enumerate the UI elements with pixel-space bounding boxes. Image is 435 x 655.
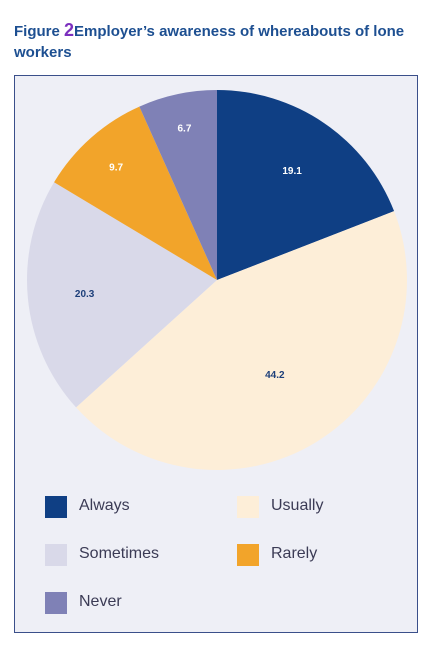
figure-number: 2 [64, 20, 75, 40]
legend-swatch-never [45, 592, 67, 614]
legend-swatch-usually [237, 496, 259, 518]
legend-label-rarely: Rarely [271, 545, 318, 562]
pie-slice-usually [76, 211, 407, 471]
legend-swatch-sometimes [45, 544, 67, 566]
legend-swatch-always [45, 496, 67, 518]
pie-slice-rarely [54, 106, 218, 281]
data-label-sometimes: 20.3 [75, 289, 95, 300]
data-label-never: 6.7 [177, 124, 191, 135]
legend-swatch-rarely [237, 544, 259, 566]
chart-frame: 19.1 44.2 20.3 9.7 6.7 Always Usually Someti… [14, 75, 418, 633]
data-label-always: 19.1 [282, 166, 302, 177]
chart-title: Figure 2Employer’s awareness of whereabo… [14, 20, 414, 63]
figure-label: Figure [14, 23, 60, 40]
pie-slice-never [139, 90, 217, 280]
pie-chart: 19.1 44.2 20.3 9.7 6.7 [26, 90, 407, 471]
data-label-rarely: 9.7 [109, 162, 123, 173]
data-label-usually: 44.2 [265, 370, 285, 381]
pie-slice-always [217, 90, 395, 280]
legend-label-usually: Usually [271, 497, 324, 514]
legend-label-never: Never [79, 593, 122, 610]
legend-label-sometimes: Sometimes [79, 545, 160, 562]
legend-label-always: Always [79, 497, 130, 514]
title-text: Employer’s awareness of whereabouts of l… [14, 23, 405, 61]
pie-slice-sometimes [26, 182, 218, 408]
